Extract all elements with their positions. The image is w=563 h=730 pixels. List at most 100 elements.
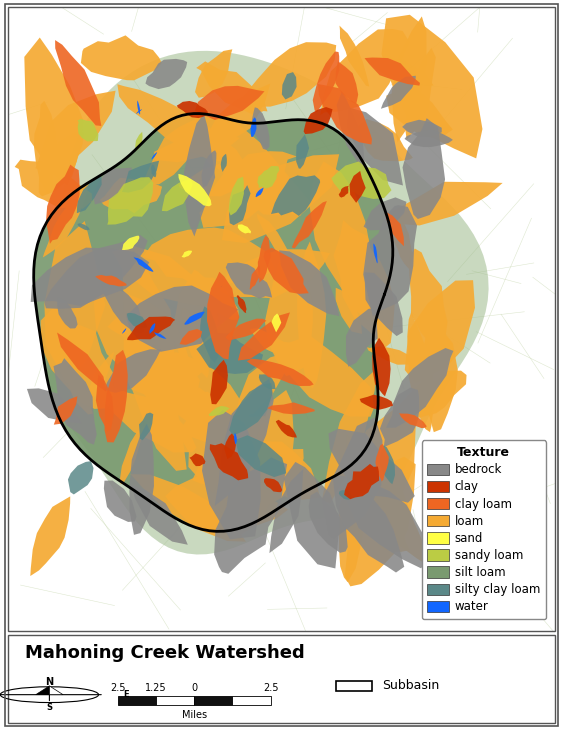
Polygon shape (364, 197, 406, 230)
Text: 1.25: 1.25 (145, 683, 167, 693)
Polygon shape (284, 462, 340, 569)
Polygon shape (178, 160, 266, 196)
Polygon shape (145, 59, 187, 89)
Polygon shape (210, 443, 248, 480)
Polygon shape (364, 272, 403, 336)
Polygon shape (399, 413, 427, 429)
Polygon shape (403, 118, 445, 219)
Polygon shape (333, 220, 395, 348)
Polygon shape (292, 201, 327, 248)
Polygon shape (178, 387, 230, 493)
Polygon shape (271, 313, 282, 332)
Polygon shape (154, 332, 167, 339)
Polygon shape (93, 168, 132, 204)
Polygon shape (310, 161, 371, 299)
Bar (233, 696, 271, 705)
Polygon shape (122, 161, 159, 193)
Polygon shape (404, 130, 453, 147)
Polygon shape (61, 350, 93, 415)
Polygon shape (189, 453, 205, 466)
Polygon shape (339, 466, 365, 583)
Polygon shape (364, 58, 434, 86)
Polygon shape (367, 346, 421, 365)
Polygon shape (194, 272, 239, 320)
Polygon shape (402, 120, 442, 137)
Polygon shape (142, 120, 200, 185)
Polygon shape (181, 308, 209, 378)
Polygon shape (226, 262, 272, 299)
Polygon shape (105, 350, 128, 442)
Polygon shape (247, 358, 314, 386)
Polygon shape (234, 433, 237, 444)
Polygon shape (151, 164, 157, 177)
Polygon shape (35, 91, 115, 172)
Polygon shape (199, 151, 297, 228)
Polygon shape (226, 175, 297, 215)
Polygon shape (346, 307, 378, 366)
Polygon shape (200, 307, 218, 363)
Polygon shape (249, 266, 260, 290)
Polygon shape (392, 210, 412, 269)
Polygon shape (256, 188, 263, 197)
Polygon shape (60, 304, 80, 366)
Polygon shape (113, 246, 217, 307)
Polygon shape (202, 150, 216, 187)
Polygon shape (372, 338, 391, 396)
Polygon shape (93, 285, 200, 412)
Polygon shape (318, 84, 372, 145)
Polygon shape (78, 119, 99, 142)
Polygon shape (15, 160, 92, 209)
Polygon shape (222, 154, 339, 243)
Polygon shape (104, 349, 161, 393)
Polygon shape (209, 342, 222, 351)
Polygon shape (184, 312, 205, 325)
Text: E: E (123, 690, 129, 699)
Polygon shape (195, 86, 265, 120)
Polygon shape (207, 272, 239, 359)
Polygon shape (386, 348, 453, 428)
Polygon shape (229, 185, 251, 226)
Polygon shape (43, 184, 89, 258)
Polygon shape (251, 118, 257, 137)
Legend: bedrock, clay, clay loam, loam, sand, sandy loam, silt loam, silty clay loam, wa: bedrock, clay, clay loam, loam, sand, sa… (422, 440, 546, 619)
Polygon shape (235, 435, 286, 477)
Bar (336, 680, 372, 691)
Polygon shape (381, 76, 416, 109)
Polygon shape (24, 37, 84, 185)
Polygon shape (202, 410, 261, 539)
Polygon shape (322, 418, 382, 539)
Polygon shape (399, 371, 467, 418)
Polygon shape (31, 247, 149, 306)
Polygon shape (409, 248, 448, 352)
Polygon shape (257, 213, 294, 263)
Polygon shape (35, 686, 50, 695)
Polygon shape (196, 61, 267, 115)
Polygon shape (122, 236, 140, 250)
Polygon shape (44, 221, 105, 384)
Polygon shape (250, 328, 299, 364)
Polygon shape (221, 154, 227, 172)
Polygon shape (214, 458, 287, 574)
Polygon shape (137, 100, 140, 115)
Polygon shape (196, 333, 263, 374)
Polygon shape (53, 358, 97, 445)
Polygon shape (229, 177, 244, 215)
Text: 2.5: 2.5 (110, 683, 126, 693)
Polygon shape (136, 110, 142, 114)
Polygon shape (46, 165, 79, 244)
Polygon shape (339, 26, 369, 87)
Polygon shape (77, 175, 102, 213)
Bar (194, 696, 233, 705)
Polygon shape (135, 132, 142, 151)
Polygon shape (344, 464, 379, 499)
Polygon shape (120, 428, 142, 485)
Polygon shape (122, 247, 175, 418)
Polygon shape (269, 469, 303, 553)
Polygon shape (27, 388, 82, 423)
Bar (156, 696, 194, 705)
Polygon shape (296, 134, 309, 169)
Polygon shape (127, 317, 175, 340)
Polygon shape (264, 478, 282, 492)
Polygon shape (133, 257, 153, 272)
Polygon shape (57, 333, 106, 392)
